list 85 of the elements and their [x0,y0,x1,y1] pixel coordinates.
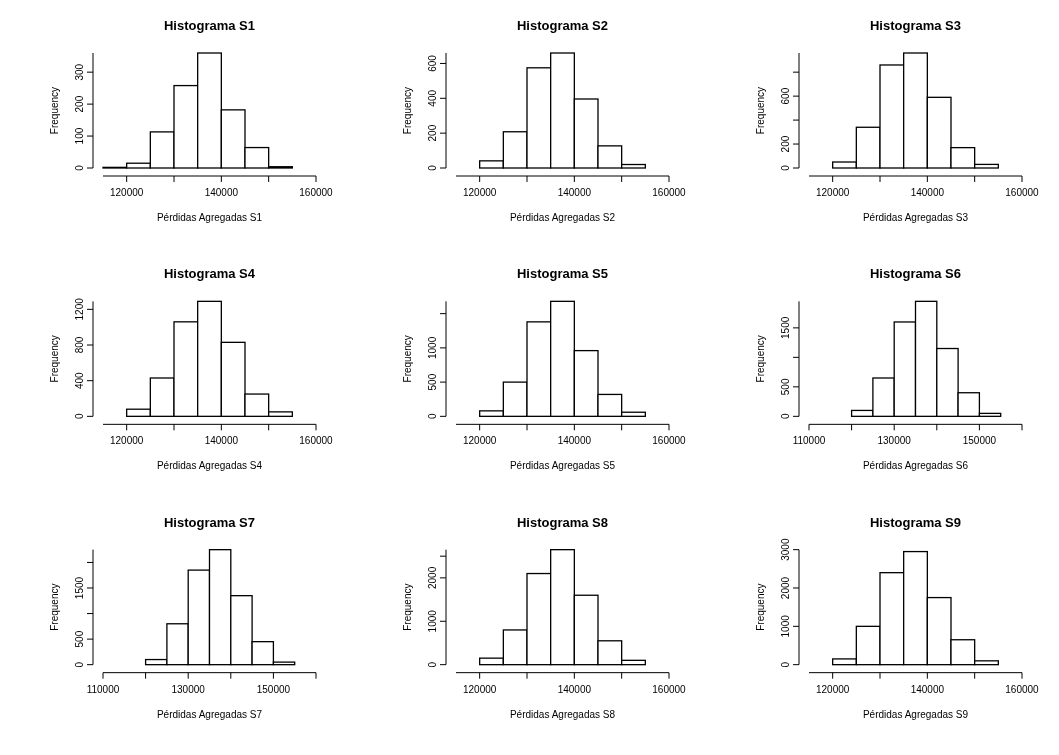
x-tick-label: 130000 [171,683,206,695]
x-tick-label: 110000 [792,435,826,447]
x-tick-label: 140000 [910,187,945,198]
x-tick-label: 130000 [877,435,912,447]
x-tick-label: 140000 [557,435,592,447]
y-tick-label: 0 [74,661,85,668]
x-tick-label: 140000 [204,435,239,447]
y-tick-label: 0 [780,661,791,668]
y-tick-label: 1000 [427,609,438,633]
chart-title: Histograma S5 [516,266,609,282]
x-tick-label: 120000 [462,435,497,447]
x-axis-title: Pérdidas Agregadas S9 [862,708,969,720]
y-tick-label: 1500 [780,316,791,339]
x-tick-label: 150000 [962,435,997,447]
y-tick-label: 0 [427,413,438,420]
x-tick-label: 160000 [299,187,334,198]
chart-title: Histograma S8 [516,514,609,530]
x-tick-label: 140000 [557,187,592,198]
x-axis-title: Pérdidas Agregadas S8 [509,708,616,720]
x-tick-label: 120000 [815,683,850,695]
y-tick-label: 1200 [74,297,85,321]
x-tick-label: 160000 [1005,683,1040,695]
y-tick-label: 0 [427,661,438,668]
y-tick-label: 0 [74,413,85,420]
y-tick-label: 400 [427,89,438,107]
chart-title: Histograma S7 [163,514,256,530]
x-axis-title: Pérdidas Agregadas S2 [509,212,616,223]
x-axis-title: Pérdidas Agregadas S1 [156,212,263,223]
x-tick-label: 160000 [652,187,687,198]
y-tick-label: 200 [780,135,791,153]
x-tick-label: 140000 [910,683,945,695]
y-axis-title: Frequency [402,86,413,135]
y-tick-label: 2000 [780,576,791,600]
x-tick-label: 110000 [86,683,120,695]
x-tick-label: 160000 [652,435,687,447]
x-tick-label: 120000 [109,435,144,447]
y-tick-label: 200 [427,124,438,142]
y-axis-title: Frequency [49,583,60,631]
x-tick-label: 160000 [652,683,687,695]
y-tick-label: 100 [74,127,85,145]
x-tick-label: 120000 [462,683,497,695]
x-tick-label: 140000 [557,683,592,695]
y-tick-label: 600 [427,54,438,72]
y-tick-label: 500 [780,378,791,396]
y-axis-title: Frequency [49,86,60,135]
y-axis-title: Frequency [755,583,766,631]
y-tick-label: 0 [780,164,791,171]
y-tick-label: 0 [780,413,791,420]
x-tick-label: 160000 [299,435,334,447]
y-tick-label: 1500 [74,576,85,600]
y-tick-label: 400 [74,371,85,390]
y-tick-label: 300 [74,63,85,81]
chart-title: Histograma S9 [869,514,962,530]
chart-title: Histograma S2 [516,18,609,33]
x-axis-title: Pérdidas Agregadas S3 [862,212,969,223]
x-tick-label: 140000 [204,187,239,198]
x-axis-title: Pérdidas Agregadas S5 [509,460,616,472]
y-tick-label: 1000 [427,336,438,360]
chart-title: Histograma S6 [869,266,962,282]
y-tick-label: 200 [74,95,85,113]
y-axis-title: Frequency [402,583,413,631]
x-tick-label: 120000 [109,187,144,198]
y-tick-label: 1000 [780,614,791,638]
y-axis-title: Frequency [755,335,766,383]
x-axis-title: Pérdidas Agregadas S7 [156,708,263,720]
x-tick-label: 150000 [256,683,291,695]
x-axis-title: Pérdidas Agregadas S4 [156,460,263,472]
x-axis-title: Pérdidas Agregadas S6 [862,460,969,472]
y-tick-label: 500 [427,373,438,391]
y-tick-label: 0 [74,164,85,171]
chart-title: Histograma S4 [163,266,256,282]
chart-title: Histograma S1 [163,18,256,33]
y-tick-label: 0 [427,164,438,171]
y-tick-label: 800 [74,336,85,354]
y-tick-label: 2000 [427,566,438,589]
y-axis-title: Frequency [49,335,60,383]
y-tick-label: 600 [780,87,791,105]
x-tick-label: 120000 [815,187,850,198]
chart-title: Histograma S3 [869,18,962,33]
y-tick-label: 3000 [780,538,791,561]
y-axis-title: Frequency [402,335,413,383]
y-axis-title: Frequency [755,86,766,135]
y-tick-label: 500 [74,630,85,648]
x-tick-label: 120000 [462,187,497,198]
x-tick-label: 160000 [1005,187,1040,198]
